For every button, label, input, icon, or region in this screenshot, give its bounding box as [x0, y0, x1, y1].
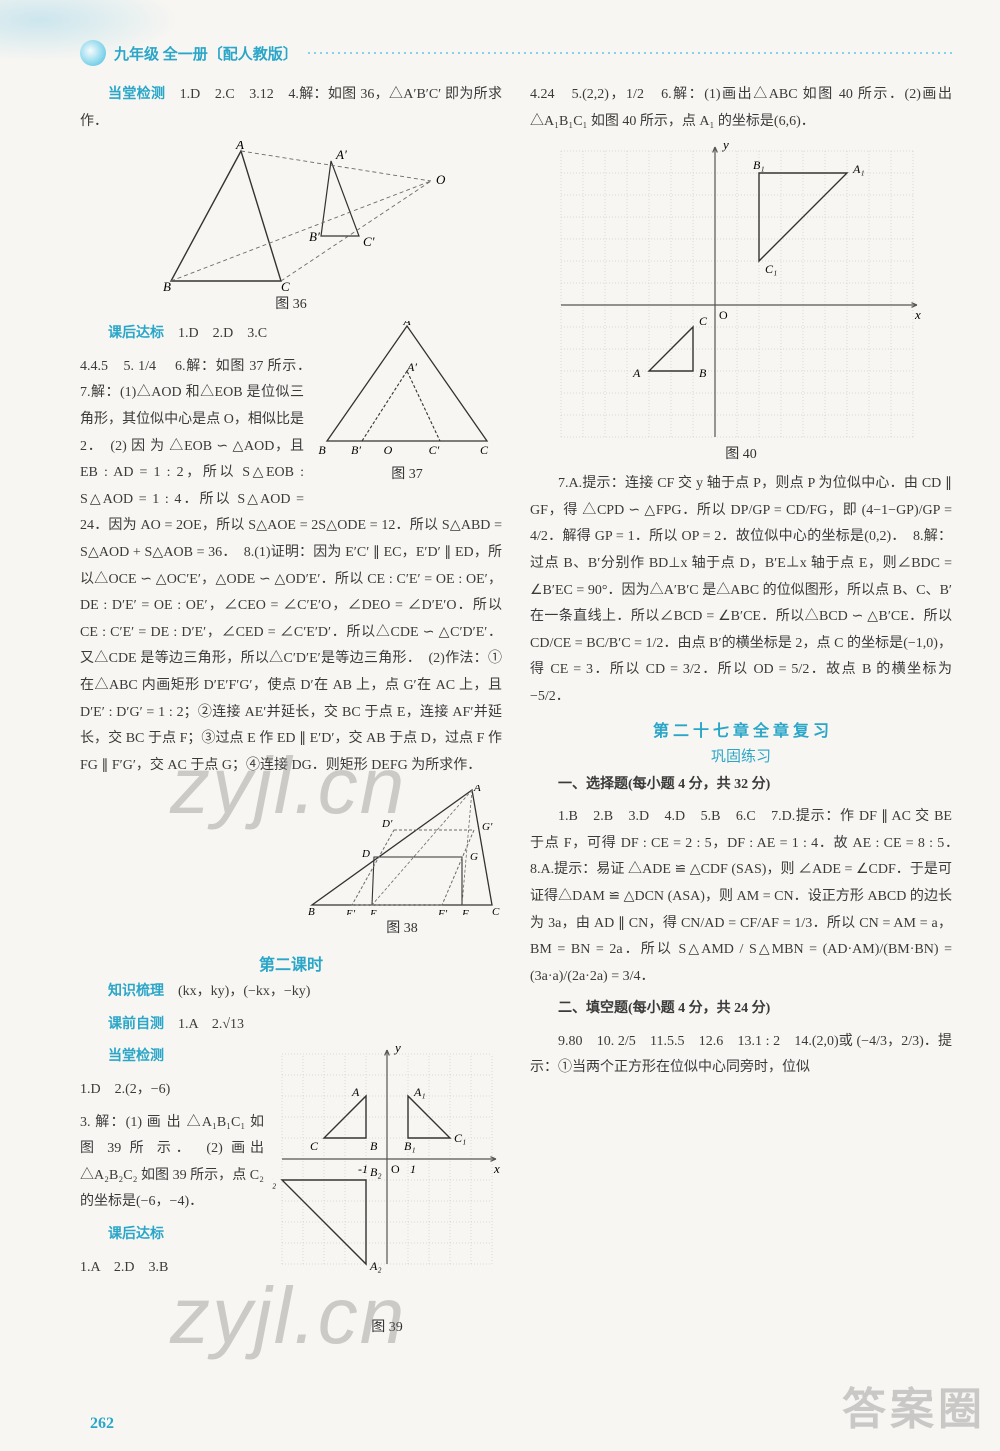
svg-text:B₁: B₁ — [753, 158, 765, 172]
svg-text:B: B — [318, 443, 326, 457]
svg-text:A: A — [473, 785, 481, 794]
left-p2-body: 1.D 2.D 3.C — [164, 326, 267, 341]
page-header: 九年级 全一册〔配人教版〕 — [80, 40, 952, 66]
svg-text:y: y — [393, 1044, 401, 1055]
fig37-caption: 图 37 — [312, 463, 502, 483]
label-kehou2: 课后达标 — [108, 1227, 164, 1242]
fig37-svg: A A′ B B′ O C C′ — [312, 321, 502, 461]
svg-text:C′: C′ — [429, 443, 440, 457]
svg-text:A: A — [632, 366, 641, 380]
fig39-wrap: x y O A B C A₁ B₁ C₁ A₂ B₂ C₂ -1 1 图 39 — [272, 1044, 502, 1344]
svg-text:y: y — [721, 141, 729, 152]
left-p4-body: (kx，ky)，(−kx，−ky) — [164, 984, 310, 999]
svg-text:O: O — [384, 443, 393, 457]
svg-text:C′: C′ — [363, 234, 375, 249]
fig39-svg: x y O A B C A₁ B₁ C₁ A₂ B₂ C₂ -1 1 — [272, 1044, 502, 1314]
fig40-box: x y O A B C A₁ B₁ C₁ — [530, 141, 952, 441]
svg-text:F: F — [461, 908, 469, 915]
left-p5-body: 1.A 2.√13 — [164, 1017, 244, 1032]
chapter-title: 第 二 十 七 章 全 章 复 习 — [530, 717, 952, 741]
svg-text:E: E — [369, 908, 377, 915]
svg-text:B′: B′ — [351, 443, 361, 457]
fig36-box: A B C A′ B′ C′ O — [80, 141, 502, 291]
svg-text:B: B — [163, 279, 171, 291]
fig38-svg: A B C D D′ G G′ E E′ F F′ — [302, 785, 502, 915]
left-p5: 课前自测 1.A 2.√13 — [80, 1012, 502, 1039]
page-root: 九年级 全一册〔配人教版〕 当堂检测 1.D 2.C 3.12 4.解：如图 3… — [0, 0, 1000, 1368]
header-badge-icon — [80, 40, 106, 66]
label-zhishi: 知识梳理 — [108, 984, 164, 999]
header-title: 九年级 全一册〔配人教版〕 — [114, 43, 298, 64]
svg-text:A: A — [235, 141, 244, 152]
svg-text:D: D — [361, 848, 370, 860]
fig40-svg: x y O A B C A₁ B₁ C₁ — [551, 141, 931, 441]
svg-text:O: O — [436, 172, 446, 187]
right-p1: 4.24 5.(2,2)，1/2 6.解：(1)画出△ABC 如图 40 所示．… — [530, 82, 952, 135]
svg-text:B′: B′ — [309, 229, 320, 244]
svg-text:C: C — [310, 1139, 319, 1153]
svg-text:A: A — [351, 1085, 360, 1099]
svg-text:C₂: C₂ — [272, 1175, 276, 1189]
svg-text:G′: G′ — [482, 821, 493, 833]
label-keqian: 课前自测 — [108, 1017, 164, 1032]
left-sec2-title: 第二课时 — [80, 951, 502, 975]
fig37-wrap: A A′ B B′ O C C′ 图 37 — [312, 321, 502, 491]
svg-text:A′: A′ — [406, 360, 417, 374]
svg-text:A₁: A₁ — [852, 162, 865, 176]
svg-text:E′: E′ — [345, 908, 356, 915]
fig38-wrap: A B C D D′ G G′ E E′ F F′ 图 38 — [302, 785, 502, 945]
q2-title: 二、填空题(每小题 4 分，共 24 分) — [530, 996, 952, 1023]
corner-brand: 答案圈 — [842, 1373, 986, 1437]
svg-text:C: C — [480, 443, 489, 457]
label-dangtang1: 当堂检测 — [108, 87, 165, 102]
right-p2: 7.A.提示：连接 CF 交 y 轴于点 P，则点 P 为位似中心．由 CD ∥… — [530, 471, 952, 710]
svg-text:C₁: C₁ — [765, 262, 777, 276]
label-dangtang2: 当堂检测 — [108, 1049, 164, 1064]
page-number: 262 — [90, 1415, 114, 1433]
label-kehou1: 课后达标 — [108, 326, 164, 341]
header-dots — [306, 51, 952, 55]
left-p4: 知识梳理 (kx，ky)，(−kx，−ky) — [80, 979, 502, 1006]
q2-body: 9.80 10. 2/5 11.5.5 12.6 13.1 : 2 14.(2,… — [530, 1029, 952, 1082]
fig36-svg: A B C A′ B′ C′ O — [131, 141, 451, 291]
svg-text:C: C — [699, 314, 708, 328]
svg-text:-1: -1 — [358, 1162, 368, 1176]
svg-text:D′: D′ — [381, 818, 393, 830]
svg-text:C: C — [281, 279, 290, 291]
fig38-caption: 图 38 — [302, 917, 502, 937]
fig39-caption: 图 39 — [272, 1316, 502, 1336]
svg-text:O: O — [719, 308, 728, 322]
svg-text:B: B — [370, 1139, 378, 1153]
svg-text:A: A — [402, 321, 411, 328]
svg-text:1: 1 — [410, 1162, 416, 1176]
q1-body: 1.B 2.B 3.D 4.D 5.B 6.C 7.D.提示：作 DF ∥ AC… — [530, 804, 952, 990]
q1-title: 一、选择题(每小题 4 分，共 32 分) — [530, 772, 952, 799]
svg-text:A′: A′ — [335, 147, 347, 162]
svg-text:A₁: A₁ — [413, 1085, 426, 1099]
svg-text:x: x — [914, 307, 921, 322]
svg-text:A₂: A₂ — [369, 1259, 382, 1273]
svg-text:G: G — [470, 851, 478, 863]
svg-text:F′: F′ — [437, 908, 448, 915]
left-p1: 当堂检测 1.D 2.C 3.12 4.解：如图 36，△A′B′C′ 即为所求… — [80, 82, 502, 135]
svg-text:C: C — [492, 906, 500, 915]
right-column: 4.24 5.(2,2)，1/2 6.解：(1)画出△ABC 如图 40 所示．… — [530, 82, 952, 1344]
subsection-title: 巩固练习 — [530, 745, 952, 766]
svg-text:B: B — [699, 366, 707, 380]
svg-text:x: x — [493, 1161, 500, 1176]
svg-text:O: O — [391, 1162, 400, 1176]
two-column-layout: 当堂检测 1.D 2.C 3.12 4.解：如图 36，△A′B′C′ 即为所求… — [80, 82, 952, 1344]
fig36-caption: 图 36 — [80, 293, 502, 313]
svg-text:B: B — [308, 906, 315, 915]
svg-text:B₂: B₂ — [370, 1165, 382, 1179]
svg-text:B₁: B₁ — [404, 1139, 416, 1153]
left-column: 当堂检测 1.D 2.C 3.12 4.解：如图 36，△A′B′C′ 即为所求… — [80, 82, 502, 1344]
fig40-caption: 图 40 — [530, 443, 952, 463]
svg-text:C₁: C₁ — [454, 1131, 466, 1145]
